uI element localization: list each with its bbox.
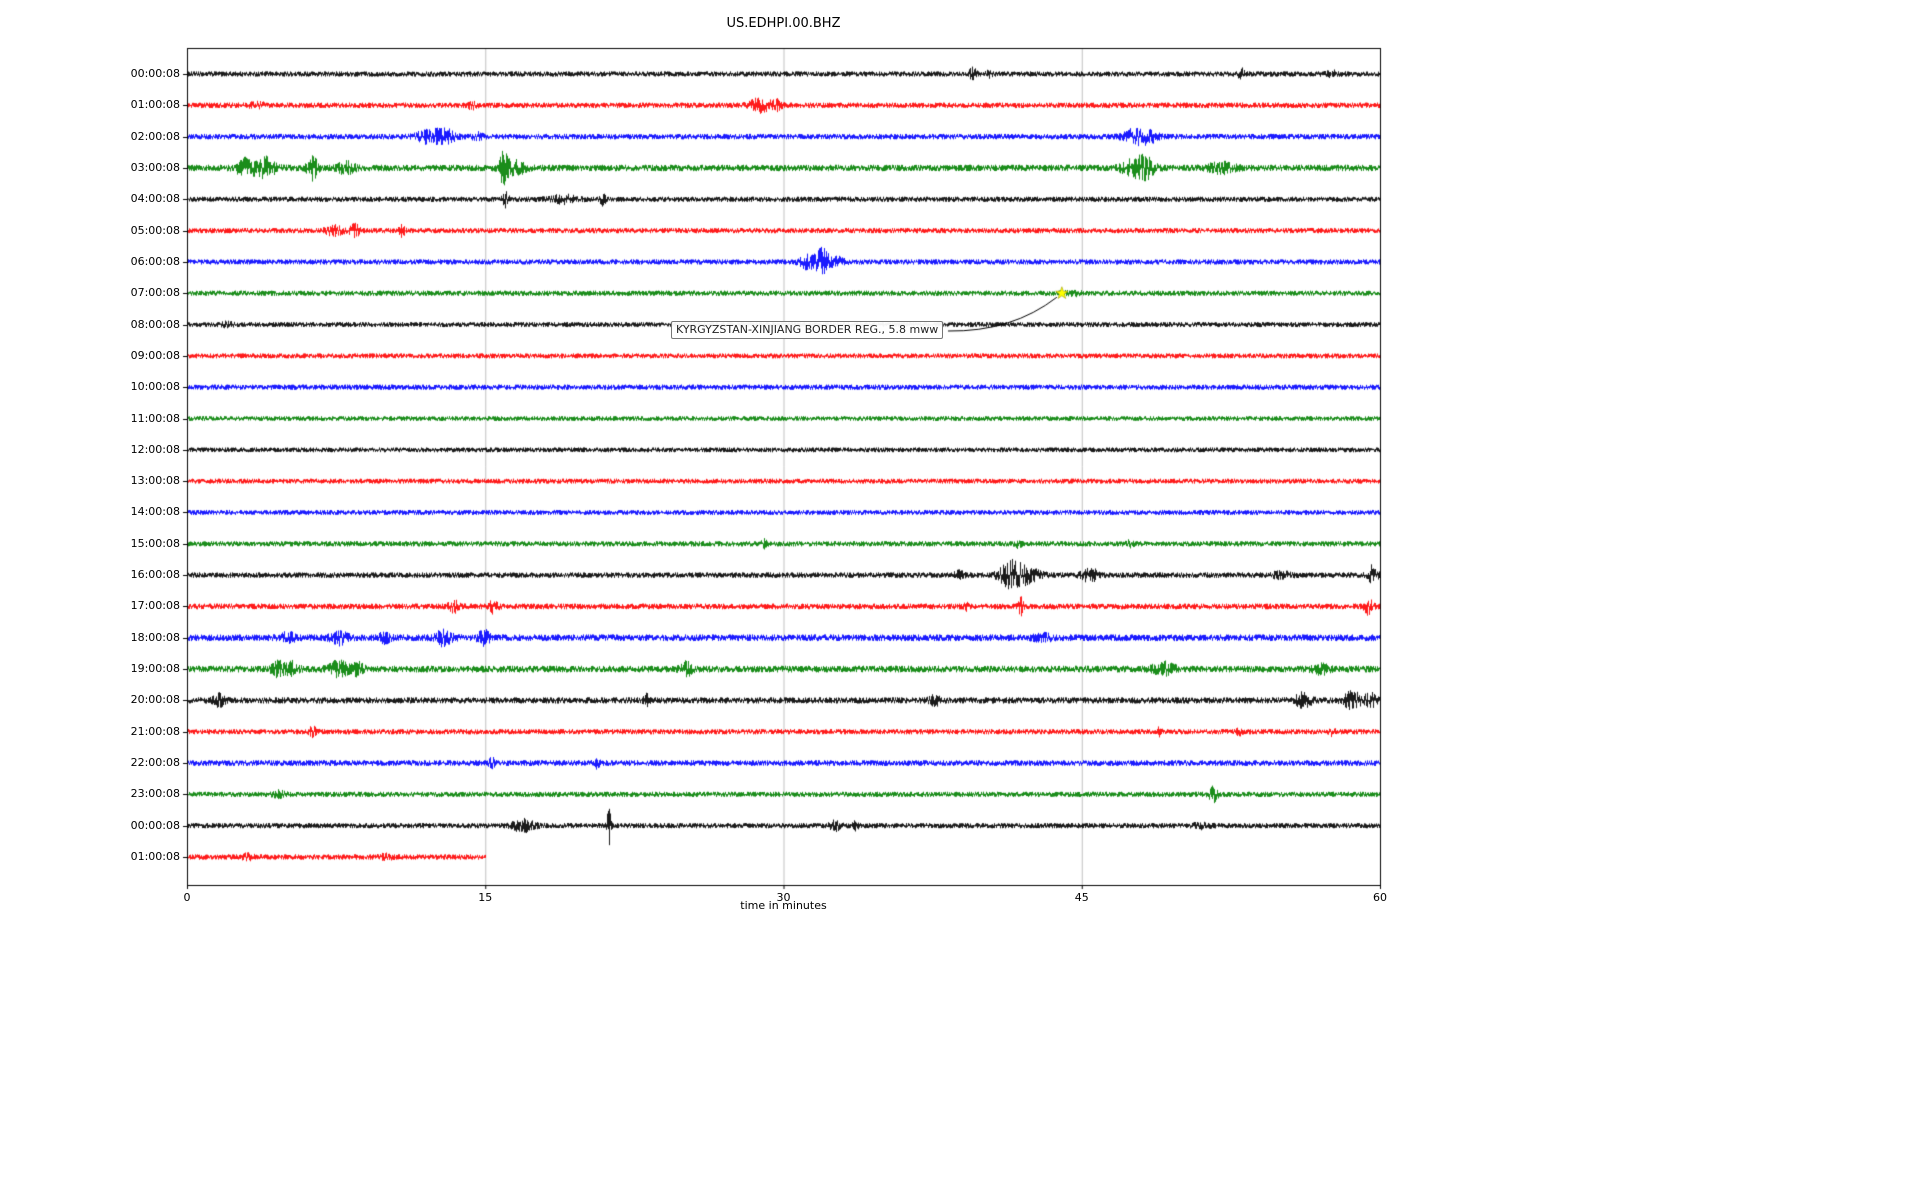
event-annotation: KYRGYZSTAN-XINJIANG BORDER REG., 5.8 mww xyxy=(671,321,944,339)
row-label: 15:00:08 xyxy=(130,536,180,550)
row-label: 16:00:08 xyxy=(130,568,180,582)
row-label: 00:00:08 xyxy=(130,67,180,80)
row-label: 10:00:08 xyxy=(130,380,180,394)
row-label: 18:00:08 xyxy=(130,630,180,644)
row-label: 23:00:08 xyxy=(130,787,180,801)
row-label: 06:00:08 xyxy=(130,254,180,268)
x-tick-label: 45 xyxy=(1074,891,1089,904)
row-label: 20:00:08 xyxy=(130,693,180,707)
row-label: 05:00:08 xyxy=(130,223,180,237)
x-tick-label: 0 xyxy=(183,891,191,904)
row-label: 22:00:08 xyxy=(130,756,180,770)
row-label: 02:00:08 xyxy=(130,129,180,143)
row-label: 08:00:08 xyxy=(130,317,180,331)
row-label: 11:00:08 xyxy=(130,411,180,425)
row-label: 13:00:08 xyxy=(130,474,180,488)
row-label: 07:00:08 xyxy=(130,286,180,300)
row-label: 19:00:08 xyxy=(130,662,180,676)
x-tick-label: 60 xyxy=(1373,891,1387,904)
x-axis-label: time in minutes xyxy=(740,899,827,912)
row-label: 03:00:08 xyxy=(130,160,180,174)
x-tick-label: 30 xyxy=(776,891,791,904)
event-annotation-text: KYRGYZSTAN-XINJIANG BORDER REG., 5.8 mww xyxy=(676,323,939,336)
row-label: 09:00:08 xyxy=(130,348,180,362)
row-label: 21:00:08 xyxy=(130,724,180,738)
row-label: 14:00:08 xyxy=(130,505,180,519)
row-label: 17:00:08 xyxy=(130,599,180,613)
row-label: 00:00:08 xyxy=(130,818,180,832)
row-label: 12:00:08 xyxy=(130,442,180,456)
x-tick-label: 15 xyxy=(478,891,493,904)
row-label: 04:00:08 xyxy=(130,192,180,206)
row-label: 01:00:08 xyxy=(130,98,180,112)
row-label: 01:00:08 xyxy=(130,850,180,863)
